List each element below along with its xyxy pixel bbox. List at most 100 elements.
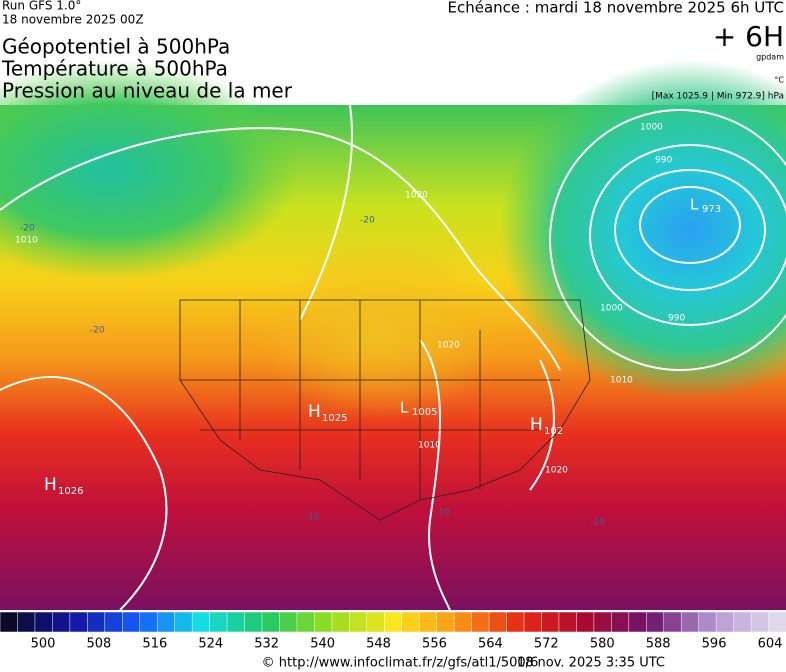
colorbar-swatch (768, 611, 786, 633)
colorbar-swatch (52, 611, 71, 633)
colorbar-label: 580 (590, 637, 615, 652)
colorbar-label: 588 (646, 637, 671, 652)
temp-label: -20 (360, 216, 375, 226)
unit: gpdam (756, 53, 784, 62)
colorbar-swatch (209, 611, 228, 633)
isobar-label: 1020 (437, 341, 460, 351)
colorbar-swatch (628, 611, 648, 633)
isobar-label: 1000 (640, 123, 663, 133)
colorbar-swatch (314, 611, 333, 633)
low-symbol: L (400, 399, 409, 417)
colorbar-swatch (104, 611, 124, 633)
colorbar-swatch (436, 611, 455, 633)
url: © http://www.infoclimat.fr/z/gfs/atl1/50… (262, 656, 539, 671)
isobars (0, 104, 786, 611)
temp-label: -20 (20, 224, 35, 234)
colorbar-swatch (156, 611, 176, 633)
timestamp: 18 nov. 2025 3:35 UTC (517, 656, 665, 671)
high-symbol: H (308, 402, 321, 422)
high-value: 1026 (58, 486, 83, 497)
colorbar-label: 548 (366, 637, 391, 652)
colorbar-swatch (366, 611, 386, 633)
colorbar-swatch (69, 611, 89, 633)
low-value: 973 (702, 204, 721, 215)
colorbar-swatch (17, 611, 36, 633)
colorbar-swatch (244, 611, 263, 633)
temp-label: -20 (90, 326, 105, 336)
colorbar-swatch (0, 611, 19, 633)
low-value: 1005 (412, 407, 437, 418)
temp-label: -10 (590, 518, 605, 528)
borders (179, 299, 591, 521)
colorbar-swatch (191, 611, 211, 633)
colorbar-label: 564 (478, 637, 503, 652)
temp-label: -10 (305, 513, 320, 523)
colorbar-swatch (523, 611, 543, 633)
colorbar-swatch (488, 611, 508, 633)
colorbar-swatch (384, 611, 403, 633)
colorbar-swatch (541, 611, 560, 633)
echeance: Echéance : mardi 18 novembre 2025 6h UTC (448, 0, 785, 17)
colorbar-label: 516 (142, 637, 167, 652)
colorbar-swatch (715, 611, 735, 633)
unit: °C (774, 76, 784, 85)
colorbar-swatch (698, 611, 717, 633)
colorbar-swatch (558, 611, 578, 633)
colorbar-label: 604 (758, 637, 783, 652)
title: Température à 500hPa (1, 57, 228, 81)
cold-core (500, 60, 786, 400)
isobar-label: 1010 (610, 376, 633, 386)
lead-time: + 6H (713, 20, 784, 53)
isobar-label: 1020 (545, 466, 568, 476)
colorbar-label: 540 (310, 637, 335, 652)
run-date: 18 novembre 2025 00Z (2, 13, 144, 27)
colorbar-swatch (87, 611, 106, 633)
colorbar-swatch (122, 611, 141, 633)
colorbar-swatch (680, 611, 700, 633)
colorbar-label: 556 (422, 637, 447, 652)
colorbar-swatch (733, 611, 752, 633)
colorbar-swatch (593, 611, 613, 633)
high-value: 102 (544, 426, 563, 437)
colorbar-swatch (401, 611, 420, 633)
run: Run GFS 1.0° (2, 0, 81, 13)
colorbar-label: 524 (198, 637, 223, 652)
colorbar-swatch (418, 611, 438, 633)
title: Géopotentiel à 500hPa (2, 35, 230, 59)
high-symbol: H (44, 475, 57, 495)
map (0, 60, 786, 611)
colorbar-swatch (296, 611, 316, 633)
colorbar-swatch (261, 611, 281, 633)
high-symbol: H (530, 415, 543, 435)
colorbar-swatch (506, 611, 525, 633)
isobar-label: 1010 (418, 441, 441, 451)
colorbar-swatch (34, 611, 54, 633)
cold-pool (0, 60, 300, 280)
colorbar-swatch (646, 611, 665, 633)
isobar-label: 1020 (405, 191, 428, 201)
isobar-label: 1000 (600, 304, 623, 314)
colorbar-swatch (349, 611, 368, 633)
colorbar-label: 508 (87, 637, 112, 652)
low-symbol: L (690, 196, 699, 214)
isobar-label: 990 (655, 156, 672, 166)
extremes: [Max 1025.9 | Min 972.9] hPa (652, 92, 784, 102)
colorbar-swatch (279, 611, 298, 633)
colorbar-label: 572 (534, 637, 559, 652)
colorbar-swatch (576, 611, 595, 633)
colorbar-swatch (611, 611, 630, 633)
colorbar-swatch (750, 611, 770, 633)
colorbar-swatch (471, 611, 490, 633)
colorbar-swatch (226, 611, 246, 633)
temp-label: -10 (435, 508, 450, 518)
colorbar-label: 532 (254, 637, 279, 652)
isobar-label: 990 (668, 314, 685, 324)
colorbar-swatch (174, 611, 193, 633)
colorbar-swatch (331, 611, 351, 633)
title: Pression au niveau de la mer (2, 79, 293, 103)
colorbar-swatch (453, 611, 473, 633)
high-value: 1025 (322, 413, 347, 424)
